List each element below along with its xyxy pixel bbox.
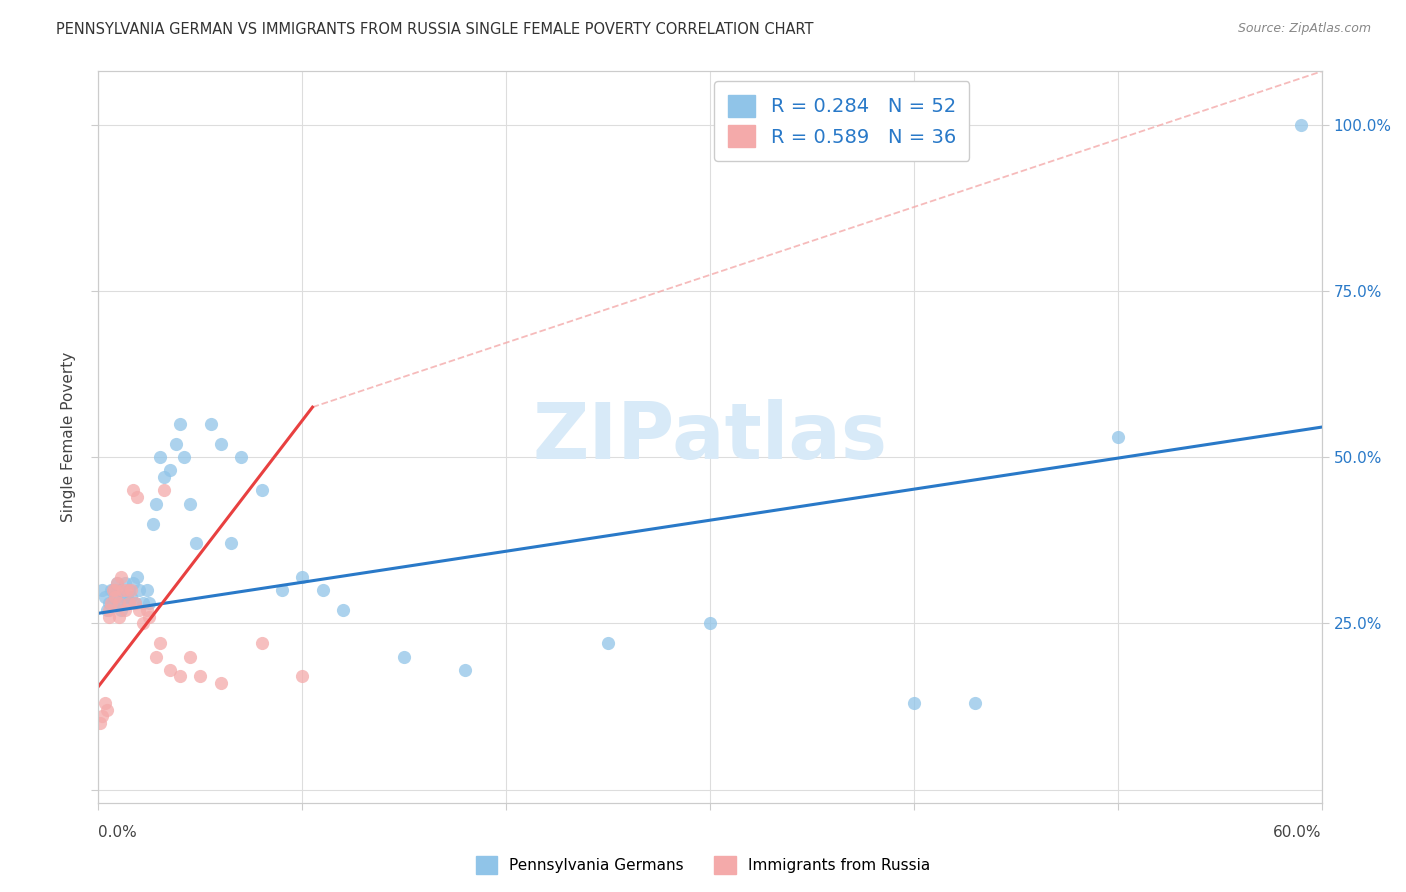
Text: 60.0%: 60.0% [1274, 825, 1322, 840]
Point [270, 582, 294, 597]
Point [114, 576, 136, 591]
Point [96, 703, 118, 717]
Point [454, 663, 477, 677]
Point [392, 649, 416, 664]
Point [128, 603, 150, 617]
Point [200, 417, 222, 431]
Point [138, 596, 160, 610]
Point [97, 609, 120, 624]
Point [108, 596, 131, 610]
Point [120, 582, 142, 597]
Point [91, 709, 114, 723]
Point [111, 582, 134, 597]
Point [145, 497, 167, 511]
Point [291, 669, 314, 683]
Point [1291, 118, 1313, 132]
Point [250, 636, 273, 650]
Point [152, 483, 174, 498]
Text: PENNSYLVANIA GERMAN VS IMMIGRANTS FROM RUSSIA SINGLE FEMALE POVERTY CORRELATION : PENNSYLVANIA GERMAN VS IMMIGRANTS FROM R… [56, 22, 814, 37]
Point [173, 450, 195, 464]
Point [169, 417, 191, 431]
Point [136, 582, 159, 597]
Point [291, 570, 314, 584]
Point [142, 516, 165, 531]
Point [136, 603, 159, 617]
Point [179, 497, 201, 511]
Point [149, 450, 172, 464]
Point [91, 582, 114, 597]
Point [108, 596, 131, 610]
Point [100, 582, 122, 597]
Point [101, 582, 124, 597]
Point [104, 590, 127, 604]
Text: 0.0%: 0.0% [98, 825, 138, 840]
Point [124, 596, 146, 610]
Point [118, 596, 141, 610]
Point [115, 590, 138, 604]
Point [186, 536, 208, 550]
Point [132, 616, 155, 631]
Point [105, 576, 128, 591]
Point [209, 676, 232, 690]
Point [101, 596, 124, 610]
Point [250, 483, 273, 498]
Point [111, 590, 134, 604]
Point [332, 603, 354, 617]
Point [159, 663, 181, 677]
Point [114, 603, 136, 617]
Point [145, 649, 167, 664]
Point [101, 582, 124, 597]
Point [104, 590, 127, 604]
Point [118, 596, 141, 610]
Point [1107, 430, 1129, 444]
Point [128, 582, 150, 597]
Point [127, 570, 149, 584]
Point [120, 590, 142, 604]
Point [903, 696, 925, 710]
Point [93, 590, 115, 604]
Point [97, 603, 120, 617]
Point [97, 596, 120, 610]
Point [179, 649, 201, 664]
Point [149, 636, 172, 650]
Point [110, 603, 132, 617]
Point [124, 596, 146, 610]
Point [96, 603, 118, 617]
Point [108, 582, 131, 597]
Point [132, 596, 155, 610]
Point [965, 696, 987, 710]
Point [169, 669, 191, 683]
Point [89, 716, 111, 731]
Point [122, 576, 145, 591]
Legend: R = 0.284   N = 52, R = 0.589   N = 36: R = 0.284 N = 52, R = 0.589 N = 36 [714, 81, 969, 161]
Point [209, 436, 232, 450]
Point [219, 536, 242, 550]
Point [699, 616, 721, 631]
Point [100, 596, 122, 610]
Text: ZIPatlas: ZIPatlas [533, 399, 887, 475]
Point [122, 483, 145, 498]
Point [152, 470, 174, 484]
Text: Source: ZipAtlas.com: Source: ZipAtlas.com [1237, 22, 1371, 36]
Legend: Pennsylvania Germans, Immigrants from Russia: Pennsylvania Germans, Immigrants from Ru… [470, 850, 936, 880]
Point [159, 463, 181, 477]
Point [312, 582, 335, 597]
Point [93, 696, 115, 710]
Point [104, 582, 127, 597]
Point [105, 576, 128, 591]
Point [108, 609, 131, 624]
Point [127, 490, 149, 504]
Point [115, 582, 138, 597]
Point [165, 436, 187, 450]
Point [138, 609, 160, 624]
Point [598, 636, 620, 650]
Point [188, 669, 212, 683]
Y-axis label: Single Female Poverty: Single Female Poverty [60, 352, 76, 522]
Point [231, 450, 253, 464]
Point [118, 582, 141, 597]
Point [110, 570, 132, 584]
